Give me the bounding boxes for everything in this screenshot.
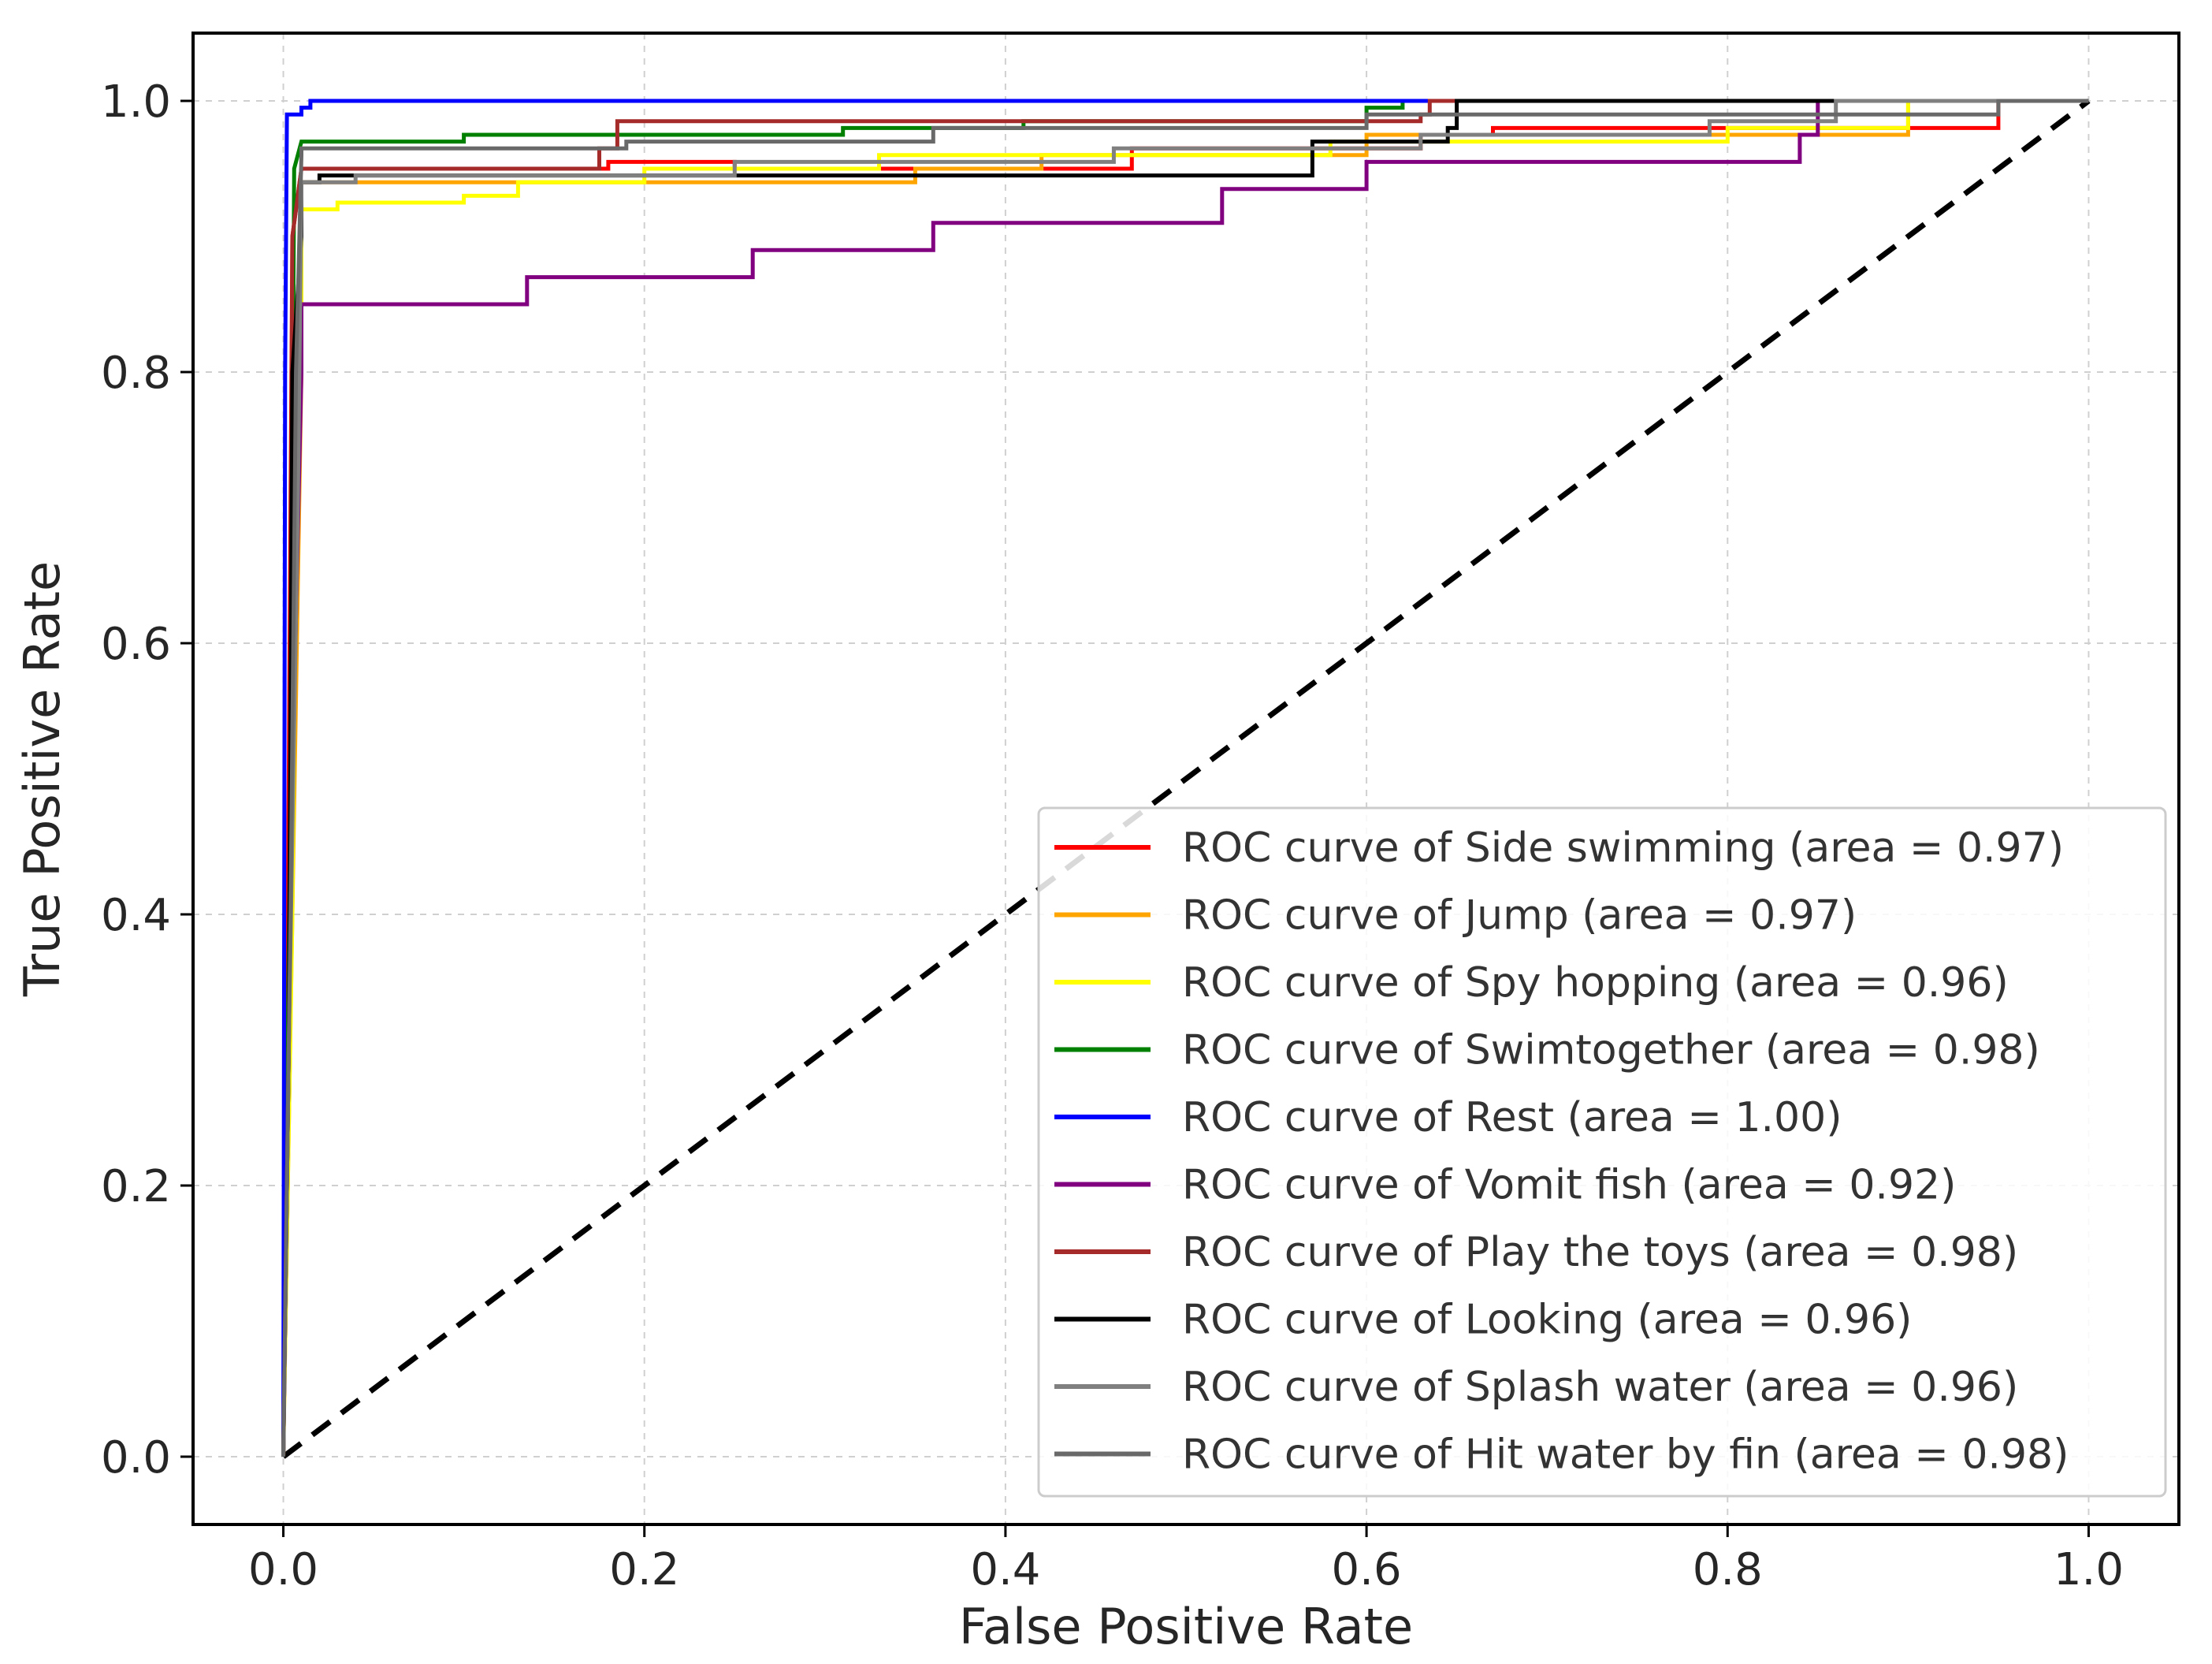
diagonal-line	[281, 99, 2091, 1459]
diagonal-reference	[281, 99, 2091, 1459]
legend-label: ROC curve of Looking (area = 0.96)	[1182, 1297, 1912, 1344]
x-tick-label: 0.4	[970, 1544, 1040, 1595]
x-tick-label: 0.8	[1693, 1544, 1763, 1595]
x-axis-ticks: 0.0 0.2 0.4 0.6 0.8 1.0	[248, 1524, 2124, 1595]
legend-label: ROC curve of Hit water by fin (area = 0.…	[1182, 1431, 2069, 1479]
legend-label: ROC curve of Play the toys (area = 0.98)	[1182, 1229, 2018, 1276]
legend-label: ROC curve of Spy hopping (area = 0.96)	[1182, 959, 2009, 1007]
series-line-9	[281, 99, 2089, 1457]
y-tick-label: 0.8	[101, 348, 171, 399]
y-tick-label: 0.0	[101, 1432, 171, 1483]
legend-label: ROC curve of Swimtogether (area = 0.98)	[1182, 1027, 2040, 1074]
y-tick-label: 0.4	[101, 890, 171, 941]
legend-box	[1037, 806, 2167, 1498]
plot-frame	[191, 32, 2180, 1526]
y-tick-label: 1.0	[101, 76, 171, 128]
legend-label: ROC curve of Vomit fish (area = 0.92)	[1182, 1162, 1956, 1209]
x-tick-label: 1.0	[2054, 1544, 2124, 1595]
legend: ROC curve of Side swimming (area = 0.97)…	[1037, 806, 2167, 1498]
x-axis-label: False Positive Rate	[959, 1598, 1413, 1655]
series-lines	[281, 99, 2089, 1457]
legend-label: ROC curve of Side swimming (area = 0.97)	[1182, 825, 2064, 872]
legend-label: ROC curve of Jump (area = 0.97)	[1182, 892, 1857, 940]
x-tick-label: 0.0	[248, 1544, 318, 1595]
y-axis-ticks: 0.0 0.2 0.4 0.6 0.8 1.0	[101, 76, 193, 1483]
series-line-3	[281, 99, 2089, 1457]
series-line-4	[281, 99, 2089, 1457]
y-tick-label: 0.6	[101, 619, 171, 670]
x-tick-label: 0.2	[609, 1544, 679, 1595]
y-tick-label: 0.2	[101, 1161, 171, 1212]
legend-label: ROC curve of Splash water (area = 0.96)	[1182, 1364, 2018, 1411]
series-line-7	[281, 99, 2089, 1457]
x-tick-label: 0.6	[1332, 1544, 1402, 1595]
y-axis-label: True Positive Rate	[13, 561, 71, 997]
legend-label: ROC curve of Rest (area = 1.00)	[1182, 1094, 1842, 1141]
